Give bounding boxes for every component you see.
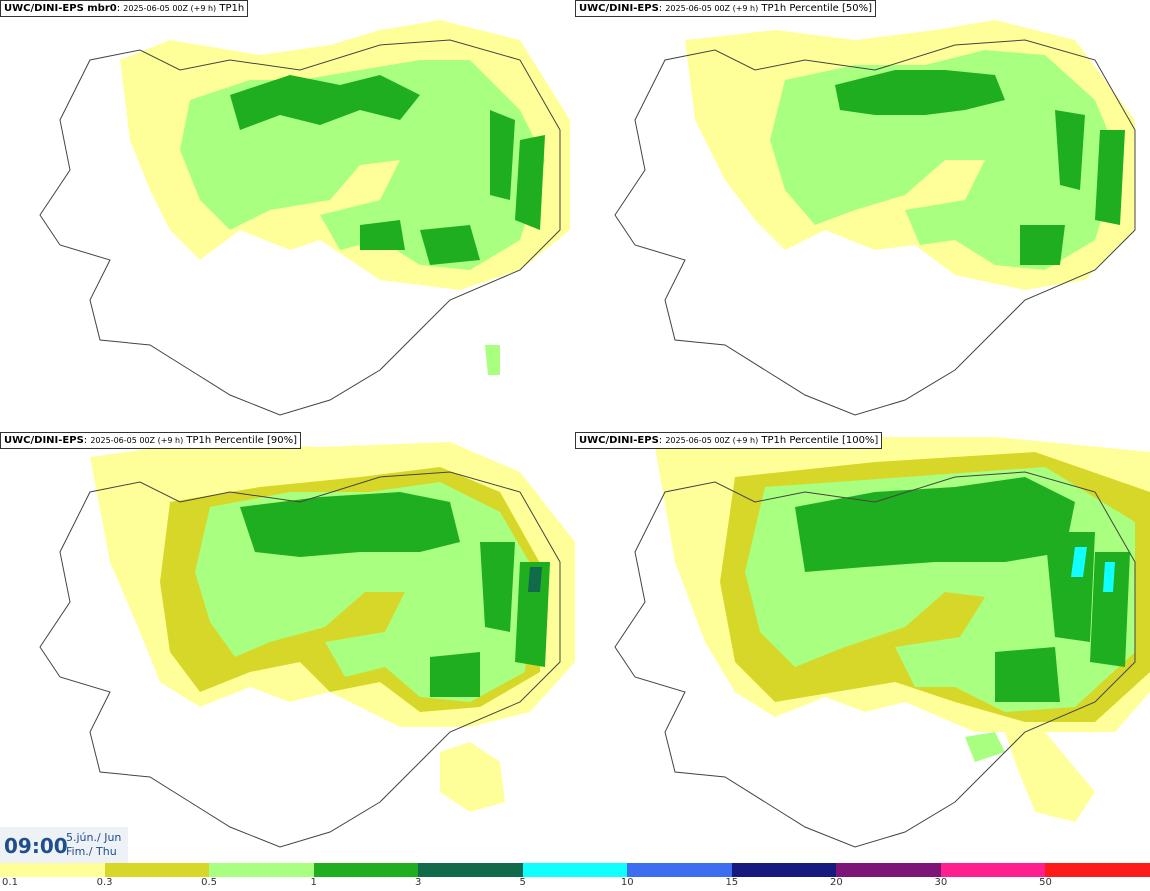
valid-date: 5.jún./ Jun Fim./ Thu	[66, 831, 121, 859]
legend-swatch	[836, 863, 942, 877]
legend-label: 0.1	[2, 877, 18, 888]
legend-swatch	[940, 863, 1047, 877]
legend-label: 30	[934, 877, 948, 888]
map-panel-p100: UWC/DINI-EPS: 2025-06-05 00Z (+9 h) TP1h…	[575, 432, 1150, 864]
precip-layer	[90, 442, 575, 812]
legend-swatch	[522, 863, 629, 877]
map-panel-mbr0: UWC/DINI-EPS mbr0: 2025-06-05 00Z (+9 h)…	[0, 0, 575, 432]
precipitation-map	[614, 437, 1150, 848]
legend-label: 0.3	[96, 877, 113, 888]
precip-layer	[685, 20, 1135, 290]
legend-label: 50	[1039, 877, 1052, 888]
legend-label: 20	[829, 877, 843, 888]
legend-swatch	[627, 863, 733, 877]
panel-title: UWC/DINI-EPS: 2025-06-05 00Z (+9 h) TP1h…	[575, 0, 876, 17]
legend-label: 15	[725, 877, 739, 888]
legend-swatch	[313, 863, 420, 877]
precip-layer	[120, 20, 570, 375]
coastline	[614, 471, 1136, 848]
legend-label: 3	[414, 877, 422, 888]
legend-swatch	[209, 863, 315, 877]
precip-layer	[655, 437, 1150, 822]
legend-swatch	[0, 863, 106, 877]
legend-label: 10	[620, 877, 634, 888]
precipitation-map	[39, 442, 575, 848]
legend-label: 0.5	[201, 877, 218, 888]
legend-swatch	[418, 863, 524, 877]
legend-label: 1	[310, 877, 317, 888]
precipitation-map	[39, 20, 570, 416]
legend-swatch	[731, 863, 838, 877]
coastline	[39, 39, 561, 416]
precipitation-map	[614, 20, 1136, 416]
coastline	[614, 39, 1136, 416]
map-panel-p50: UWC/DINI-EPS: 2025-06-05 00Z (+9 h) TP1h…	[575, 0, 1150, 432]
legend-swatch	[104, 863, 211, 877]
map-panel-p90: UWC/DINI-EPS: 2025-06-05 00Z (+9 h) TP1h…	[0, 432, 575, 864]
panel-title: UWC/DINI-EPS: 2025-06-05 00Z (+9 h) TP1h…	[0, 432, 301, 449]
valid-date-line1: 5.jún./ Jun	[66, 831, 122, 844]
color-legend: 0.1 0.3 0.5 1 3 5 10 15 20 30 50	[0, 863, 1150, 891]
panel-title: UWC/DINI-EPS mbr0: 2025-06-05 00Z (+9 h)…	[0, 0, 249, 17]
valid-hour: 09:00	[4, 834, 68, 858]
panel-title: UWC/DINI-EPS: 2025-06-05 00Z (+9 h) TP1h…	[575, 432, 883, 449]
valid-time-box: 09:00 5.jún./ Jun Fim./ Thu	[0, 827, 128, 863]
legend-label: 5	[519, 877, 526, 888]
valid-date-line2: Fim./ Thu	[66, 845, 117, 858]
legend-swatch	[1045, 863, 1150, 877]
coastline	[39, 471, 561, 848]
